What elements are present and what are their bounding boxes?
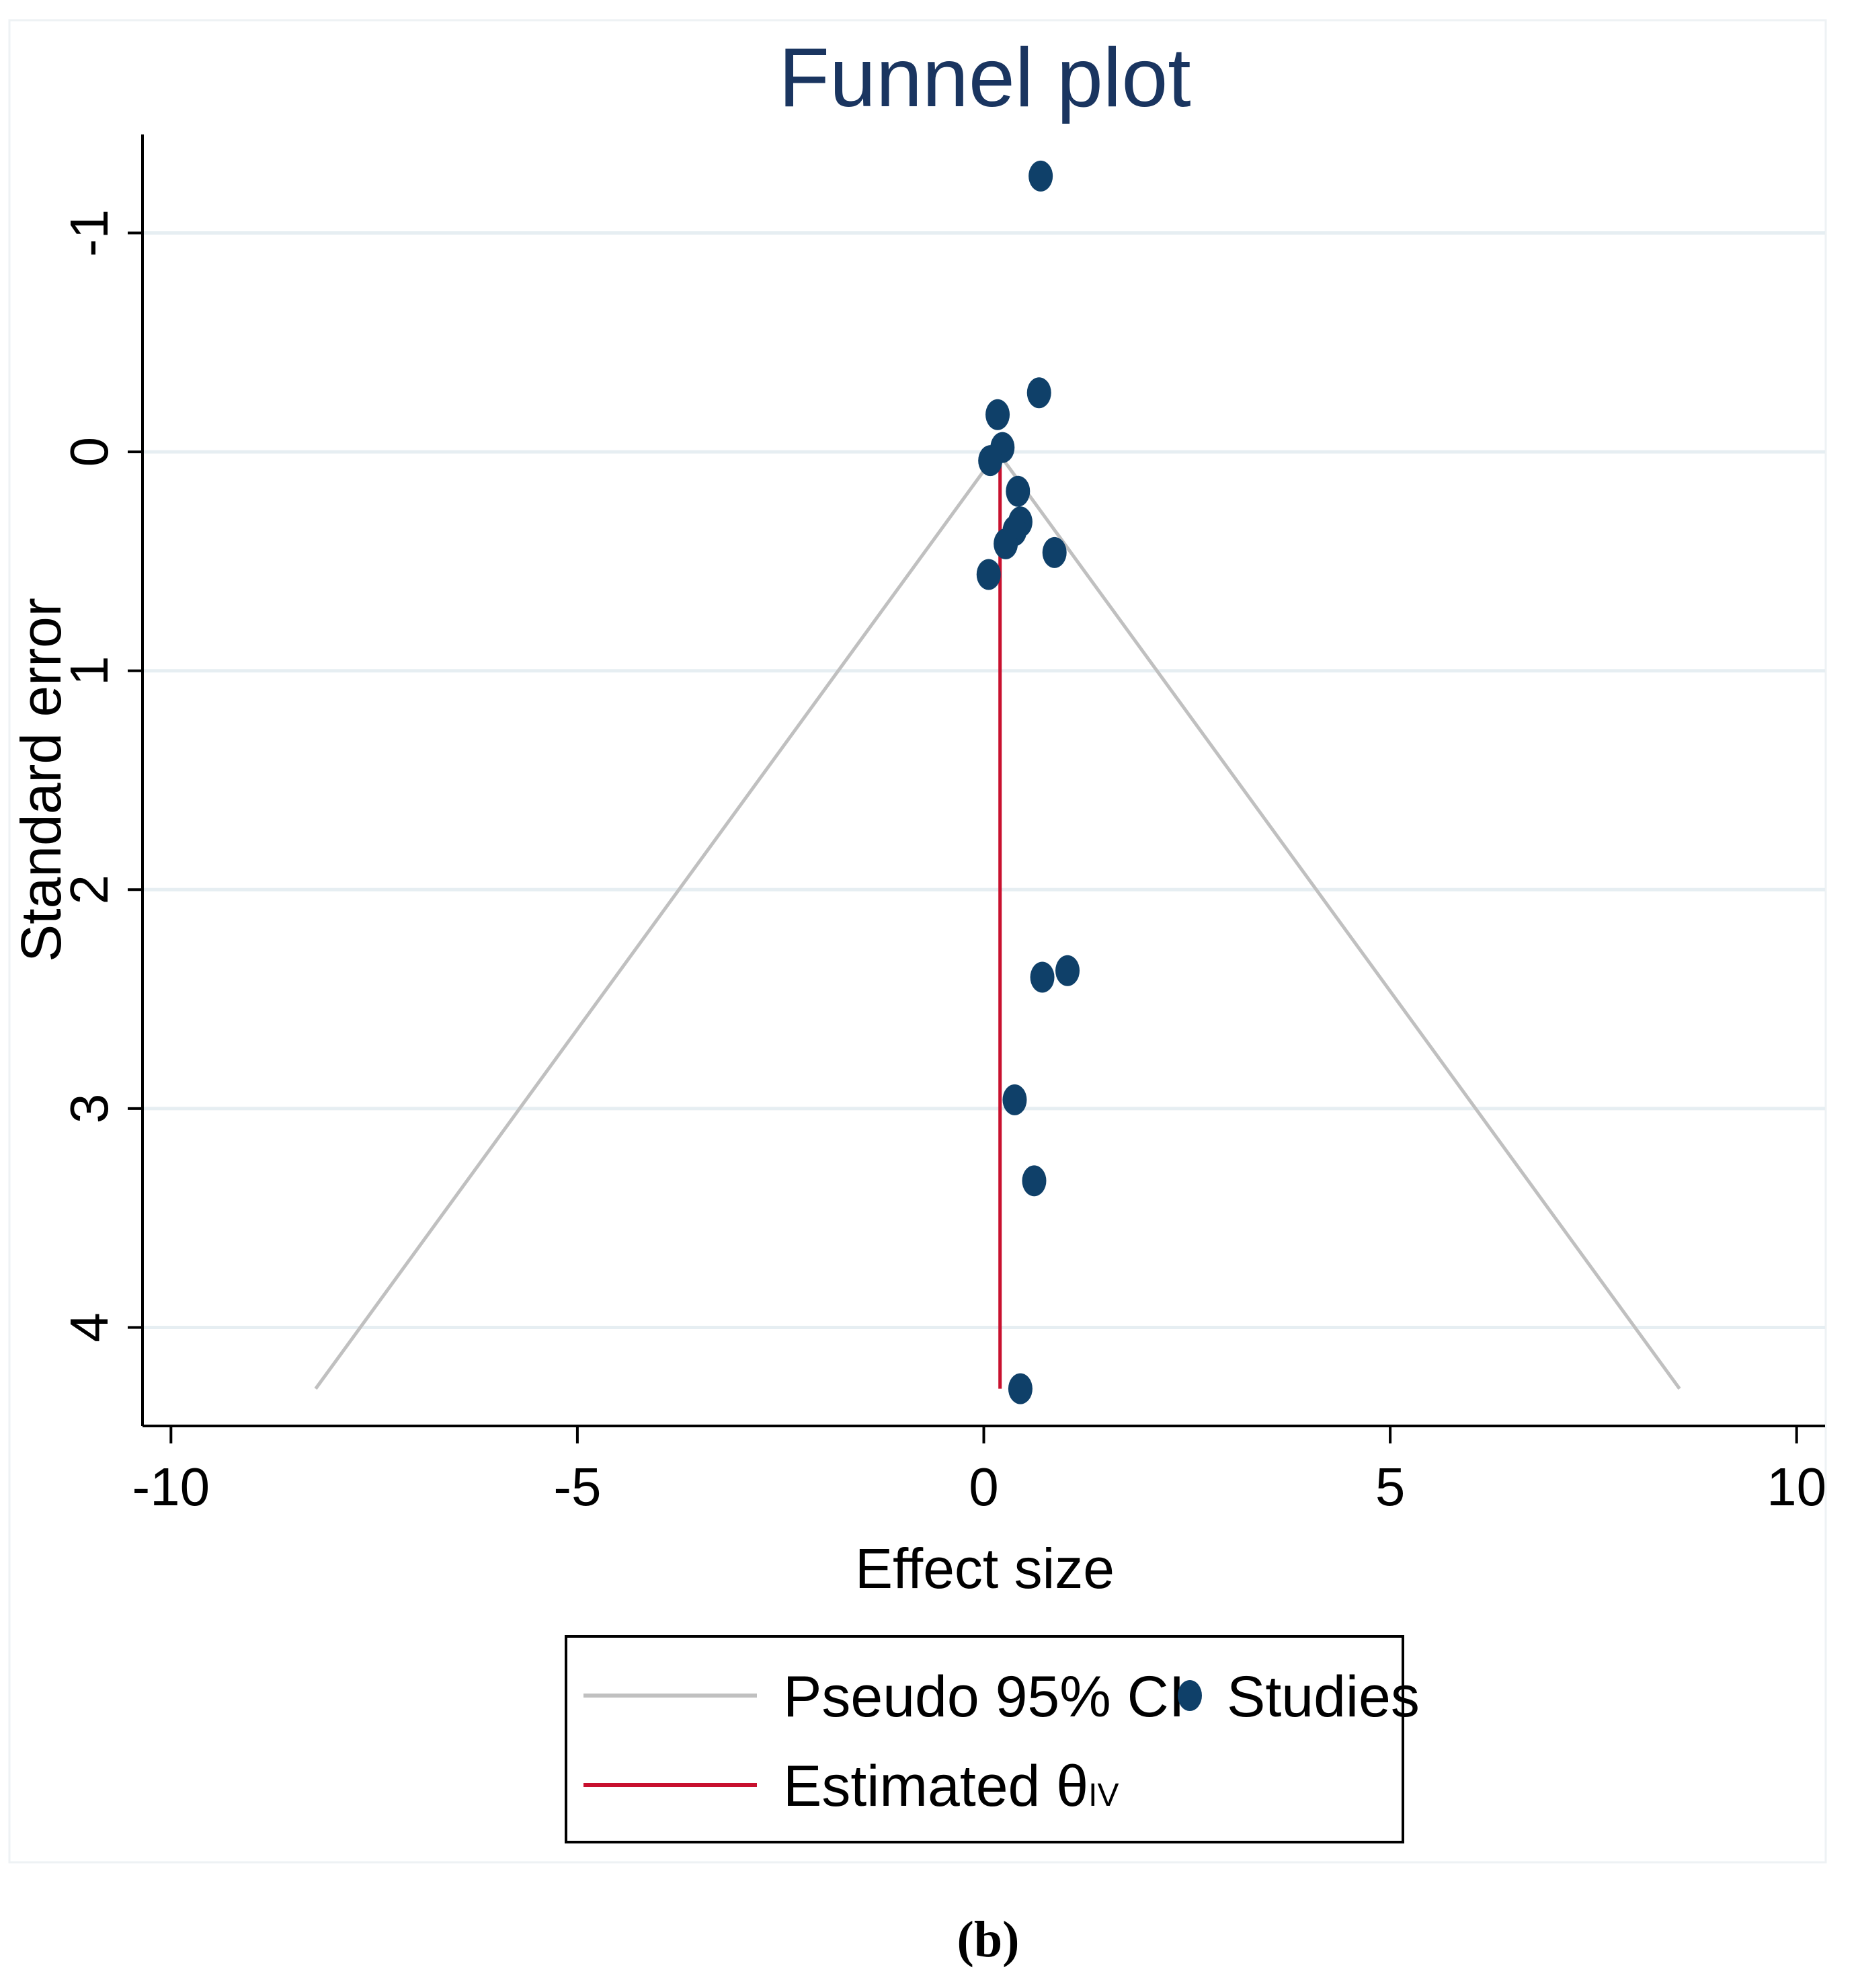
study-point-5 [1006,475,1031,507]
study-point-14 [1022,1165,1047,1197]
legend-studies-label: Studies [1227,1665,1420,1729]
x-axis-ticks: -10 -5 0 5 10 [132,1426,1826,1517]
legend-ci-label: Pseudo 95% CI [783,1665,1185,1729]
graph-region [8,19,1827,1864]
x-tick-label-1: -5 [553,1457,601,1517]
legend-studies-marker [1178,1680,1202,1711]
study-point-2 [985,399,1010,430]
gridlines [144,231,1825,1329]
study-point-9 [1042,536,1067,568]
legend-estimate-label: Estimated θIV [783,1754,1119,1819]
y-tick-label-5: 4 [59,1312,119,1343]
chart-title: Funnel plot [778,32,1191,124]
legend-estimate-text: Estimated θ [783,1754,1088,1819]
plot-series [314,160,1681,1404]
legend-estimate-subscript: IV [1088,1778,1119,1813]
y-tick-label-4: 3 [59,1094,119,1124]
legend: Pseudo 95% CI Studies Estimated θIV [565,1635,1420,1843]
x-axis-title: Effect size [855,1537,1115,1600]
y-tick-label-1: 0 [59,437,119,467]
y-tick-label-2: 1 [59,655,119,686]
study-point-15 [1008,1373,1033,1404]
x-tick-label-0: -10 [132,1457,210,1517]
study-point-1 [1026,377,1051,409]
study-point-12 [1030,961,1055,993]
study-point-4 [978,445,1003,477]
y-tick-label-3: 2 [59,875,119,905]
study-point-0 [1028,160,1053,192]
y-tick-label-0: -1 [59,209,119,257]
study-point-10 [976,559,1001,590]
legend-box [565,1635,1404,1843]
y-axis-title: Standard error [9,598,73,962]
panel-label: (b) [957,1911,1020,1968]
x-tick-label-3: 5 [1375,1457,1406,1517]
y-axis-ticks: -1 0 1 2 3 4 [59,209,143,1343]
study-point-13 [1002,1084,1027,1115]
x-tick-label-4: 10 [1767,1457,1826,1517]
study-point-8 [994,528,1018,559]
x-tick-label-2: 0 [969,1457,999,1517]
study-point-11 [1055,955,1080,986]
